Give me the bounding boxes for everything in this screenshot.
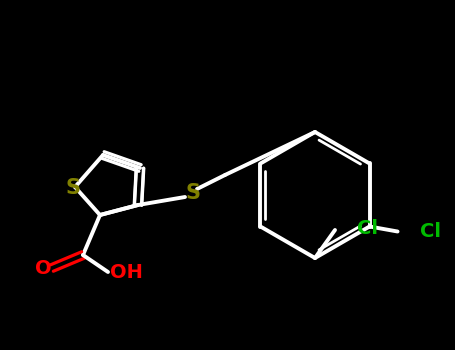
Text: O: O [35, 259, 51, 278]
Text: Cl: Cl [357, 218, 378, 238]
Text: S: S [186, 183, 201, 203]
Text: OH: OH [110, 262, 142, 281]
Text: Cl: Cl [420, 222, 440, 241]
Text: S: S [66, 178, 81, 198]
